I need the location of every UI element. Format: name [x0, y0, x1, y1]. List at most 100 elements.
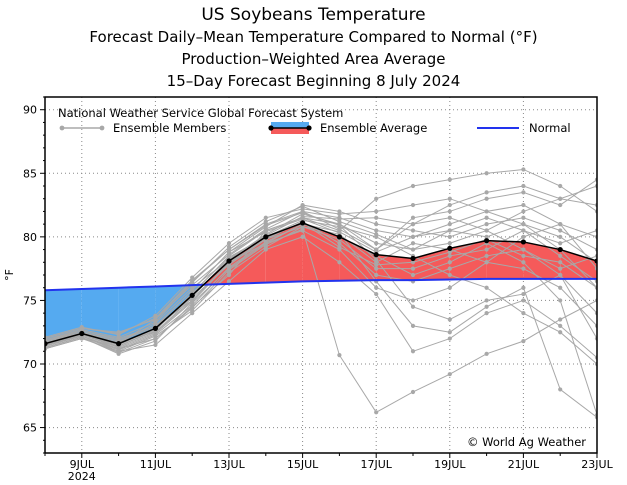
ensemble-member-point: [190, 277, 195, 283]
legend-below-normal-swatch: [271, 122, 309, 128]
ensemble-member-point: [521, 285, 526, 290]
y-tick-label: 80: [23, 231, 37, 244]
ensemble-average-point: [410, 255, 416, 262]
ensemble-member-point: [263, 215, 268, 220]
ensemble-member-point: [374, 262, 379, 267]
ensemble-member-point: [558, 196, 563, 201]
ensemble-member-point: [484, 215, 489, 220]
chart-subtitle-2: Production–Weighted Area Average: [181, 50, 446, 68]
ensemble-member-line: [45, 205, 597, 341]
ensemble-member-point: [410, 260, 416, 265]
ensemble-member-point: [447, 196, 452, 201]
ensemble-member-point: [447, 228, 452, 233]
ensemble-member-point: [484, 253, 489, 259]
ensemble-average-point: [447, 245, 453, 251]
ensemble-member-point: [447, 241, 452, 246]
ensemble-member-line: [45, 219, 597, 365]
x-tick-label: 9JUL: [70, 458, 95, 471]
ensemble-member-point: [447, 209, 452, 214]
y-tick-label: 75: [23, 294, 37, 307]
ensemble-member-point: [374, 209, 379, 214]
ensemble-member-point: [447, 253, 452, 259]
ensemble-member-point: [337, 244, 342, 250]
ensemble-member-point: [374, 410, 379, 415]
ensemble-member-point: [374, 291, 379, 297]
above-normal-area: [523, 241, 561, 279]
ensemble-member-point: [558, 260, 563, 265]
ensemble-member-point: [521, 190, 526, 195]
ensemble-member-line: [45, 179, 597, 345]
ensemble-member-point: [410, 183, 416, 189]
ensemble-member-point: [447, 202, 452, 208]
legend-normal-label: Normal: [529, 121, 571, 135]
ensemble-member-point: [116, 346, 121, 351]
ensemble-member-point: [337, 216, 342, 222]
ensemble-member-line: [45, 222, 597, 350]
x-tick-label: 21JUL: [508, 458, 540, 471]
ensemble-average-point: [226, 258, 232, 264]
ensemble-member-point: [116, 350, 121, 355]
ensemble-average-line: [45, 222, 597, 345]
ensemble-member-point: [447, 222, 452, 227]
ensemble-member-point: [410, 215, 416, 220]
ensemble-member-point: [300, 204, 305, 209]
ensemble-member-point: [337, 230, 342, 236]
ensemble-average-point: [152, 325, 158, 331]
ensemble-member-point: [521, 260, 526, 265]
y-axis-label: °F: [3, 269, 16, 281]
ensemble-member-point: [447, 372, 452, 377]
ensemble-member-point: [521, 298, 526, 303]
ensemble-member-point: [558, 228, 563, 233]
ensemble-member-point: [558, 234, 563, 239]
ensemble-member-point: [521, 183, 526, 189]
ensemble-member-point: [558, 330, 563, 335]
ensemble-member-point: [447, 250, 452, 255]
ensemble-member-point: [263, 223, 268, 228]
ensemble-member-point: [153, 336, 158, 341]
ensemble-average-point: [189, 292, 195, 298]
ensemble-member-point: [484, 171, 489, 176]
ensemble-member-point: [300, 210, 305, 215]
ensemble-member-point: [410, 241, 416, 246]
ensemble-member-point: [484, 298, 489, 303]
y-tick-label: 90: [23, 104, 37, 117]
chart-subtitle: Forecast Daily–Mean Temperature Compared…: [89, 28, 538, 46]
ensemble-member-point: [410, 266, 416, 271]
ensemble-member-point: [558, 253, 563, 259]
ensemble-member-point: [226, 247, 232, 252]
ensemble-member-point: [447, 260, 452, 265]
ensemble-member-point: [300, 234, 305, 239]
legend-above-normal-swatch: [271, 128, 309, 134]
ensemble-member-point: [558, 202, 563, 208]
ensemble-member-line: [45, 212, 597, 340]
ensemble-member-point: [226, 267, 232, 273]
ensemble-member-point: [484, 260, 489, 265]
ensemble-average-point: [557, 246, 563, 253]
ensemble-member-point: [410, 222, 416, 227]
legend: National Weather Service Global Forecast…: [58, 106, 571, 135]
ensemble-member-point: [410, 304, 416, 309]
ensemble-member-point: [337, 241, 342, 246]
ensemble-member-point: [484, 228, 489, 233]
ensemble-member-point: [263, 229, 268, 234]
ensemble-member-point: [79, 326, 84, 331]
y-tick-label: 85: [23, 167, 37, 180]
ensemble-average-point: [520, 239, 527, 245]
ensemble-member-point: [337, 353, 342, 358]
legend-members-marker: [59, 125, 65, 131]
x-tick-label: 11JUL: [140, 458, 172, 471]
ensemble-member-point: [153, 342, 158, 348]
ensemble-member-point: [521, 167, 526, 172]
ensemble-member-point: [190, 299, 195, 304]
ensemble-member-point: [153, 316, 158, 321]
ensemble-member-line: [45, 217, 597, 351]
ensemble-member-point: [226, 279, 232, 284]
ensemble-member-point: [190, 305, 195, 311]
above-normal-area: [486, 240, 524, 279]
x-tick-label: 13JUL: [213, 458, 245, 471]
ensemble-member-point: [337, 260, 342, 265]
ensemble-member-point: [521, 202, 526, 208]
ensemble-member-point: [374, 266, 379, 271]
ensemble-average-point: [116, 341, 122, 347]
